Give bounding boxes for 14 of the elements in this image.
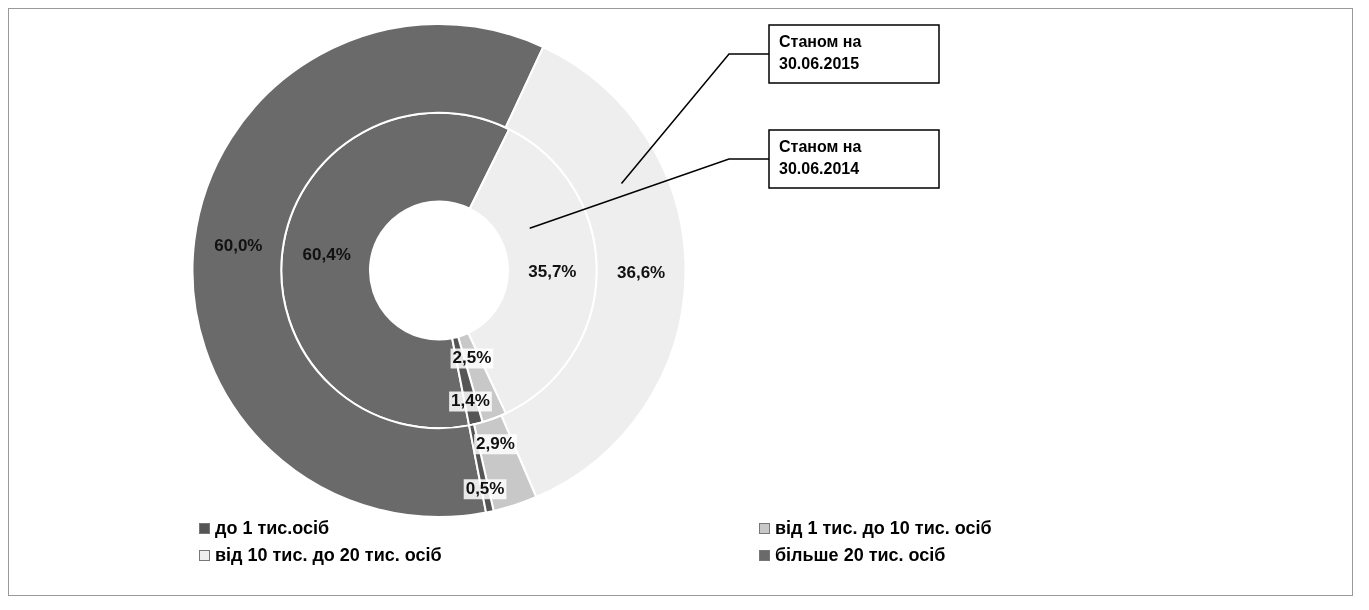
data-label: 0,5% xyxy=(465,478,505,498)
legend-label: від 10 тис. до 20 тис. осіб xyxy=(215,545,442,566)
data-label: 1,4% xyxy=(451,391,490,411)
data-label: 36,6% xyxy=(617,263,666,283)
data-label: 60,0% xyxy=(214,235,263,255)
legend-label: до 1 тис.осіб xyxy=(215,518,330,539)
slice-label: Станом на 30.06.2014 xyxy=(779,138,862,178)
legend-label: більше 20 тис. осіб xyxy=(775,545,946,566)
slice-label: Станом на 30.06.2015 xyxy=(779,33,862,73)
data-label: 35,7% xyxy=(528,261,577,281)
data-label: 2,9% xyxy=(476,433,515,453)
legend-label: від 1 тис. до 10 тис. осіб xyxy=(775,518,992,539)
data-label: 2,5% xyxy=(452,348,492,368)
data-label: 60,4% xyxy=(302,244,351,264)
